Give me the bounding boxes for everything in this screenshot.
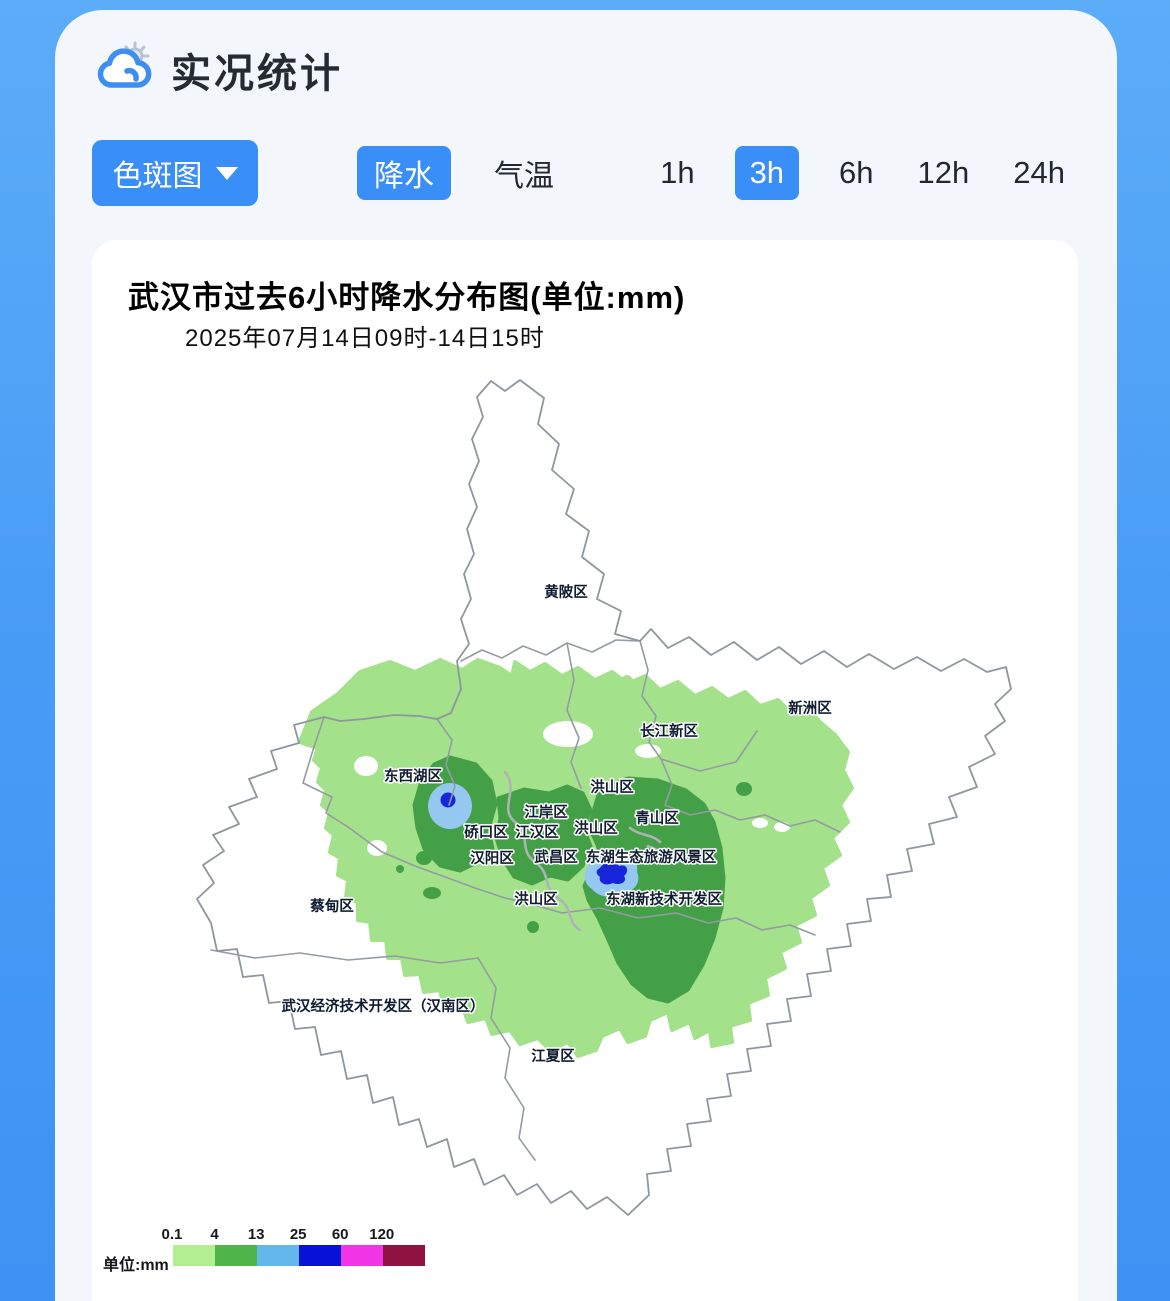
time-tab-6h[interactable]: 6h: [839, 155, 874, 190]
rain-dot: [527, 921, 539, 933]
district-label: 洪山区: [590, 779, 634, 796]
legend-unit-label: 单位:mm: [103, 1257, 169, 1274]
metric-tabs: 降水 气温: [357, 146, 571, 200]
rain-dot: [396, 865, 404, 873]
legend-threshold-25: 25: [289, 1226, 307, 1243]
legend-threshold-13: 13: [247, 1226, 265, 1243]
district-label: 硚口区: [464, 824, 508, 841]
rain-area-heavy-center: [494, 784, 593, 886]
map-title: 武汉市过去6小时降水分布图(单位:mm): [128, 280, 686, 315]
district-label: 江岸区: [524, 803, 568, 821]
legend-color-2: [257, 1245, 299, 1266]
district-label: 长江新区: [640, 722, 698, 740]
legend-color-4: [341, 1245, 383, 1266]
rain-core-west: [440, 792, 456, 808]
metric-tab-temp[interactable]: 气温: [494, 160, 554, 193]
district-label: 江汉区: [515, 823, 559, 841]
rain-dot: [736, 782, 752, 796]
dry-hole: [752, 818, 768, 828]
precipitation-map-card: 武汉市过去6小时降水分布图(单位:mm) 2025年07月14日09时-14日1…: [92, 240, 1078, 1301]
district-label: 蔡甸区: [309, 897, 354, 915]
district-label: 东湖新技术开发区: [606, 890, 722, 908]
district-label: 黄陂区: [544, 583, 588, 601]
legend-color-1: [215, 1245, 257, 1266]
legend-threshold-4: 4: [210, 1226, 219, 1243]
district-borders: [210, 639, 841, 1161]
rain-area-light-patch: [619, 675, 635, 701]
legend-color-scale: [173, 1245, 425, 1266]
legend-color-3: [299, 1245, 341, 1266]
city-outline: [196, 379, 1012, 1216]
legend-threshold-60: 60: [331, 1226, 349, 1243]
cloud-sun-icon: [95, 39, 153, 102]
district-label: 武昌区: [534, 848, 578, 866]
legend-threshold-0.1: 0.1: [161, 1226, 183, 1243]
time-range-tabs: 1h 3h 6h 12h 24h: [656, 146, 1069, 200]
legend-color-5: [383, 1245, 425, 1266]
rain-dot: [423, 887, 441, 899]
district-label: 东西湖区: [384, 767, 442, 785]
dry-hole: [774, 822, 790, 832]
rain-core-east: [596, 862, 628, 885]
time-tab-3h[interactable]: 3h: [734, 146, 800, 200]
dry-hole: [635, 744, 661, 758]
legend-color-0: [173, 1245, 215, 1266]
map-type-dropdown[interactable]: 色斑图: [92, 140, 258, 206]
district-label: 青山区: [635, 809, 679, 827]
district-label: 武汉经济技术开发区（汉南区）: [282, 997, 485, 1015]
district-label: 东湖生态旅游风景区: [586, 848, 717, 866]
map-type-label: 色斑图: [112, 160, 203, 193]
time-tab-1h[interactable]: 1h: [660, 155, 695, 190]
legend-threshold-120: 120: [369, 1226, 395, 1243]
dry-hole: [543, 721, 593, 747]
page-title: 实况统计: [171, 52, 343, 96]
chevron-down-icon: [215, 166, 238, 180]
district-label: 汉阳区: [470, 850, 514, 867]
river-lines: [503, 770, 664, 932]
metric-tab-precip[interactable]: 降水: [357, 146, 451, 200]
district-label: 洪山区: [514, 891, 558, 908]
stats-panel: 实况统计 色斑图 降水 气温 1h 3h 6h 12h 24h 武汉市过去6小时降水分布图…: [55, 10, 1117, 1301]
time-tab-24h[interactable]: 24h: [1013, 155, 1065, 190]
app-header: 实况统计: [95, 38, 343, 102]
district-label: 新洲区: [788, 699, 832, 717]
map-subtitle: 2025年07月14日09时-14日15时: [185, 325, 545, 352]
time-tab-12h[interactable]: 12h: [917, 155, 970, 190]
dry-hole: [354, 756, 378, 776]
district-label: 江夏区: [531, 1047, 575, 1065]
district-label: 洪山区: [574, 820, 618, 837]
rain-dot: [416, 851, 432, 865]
